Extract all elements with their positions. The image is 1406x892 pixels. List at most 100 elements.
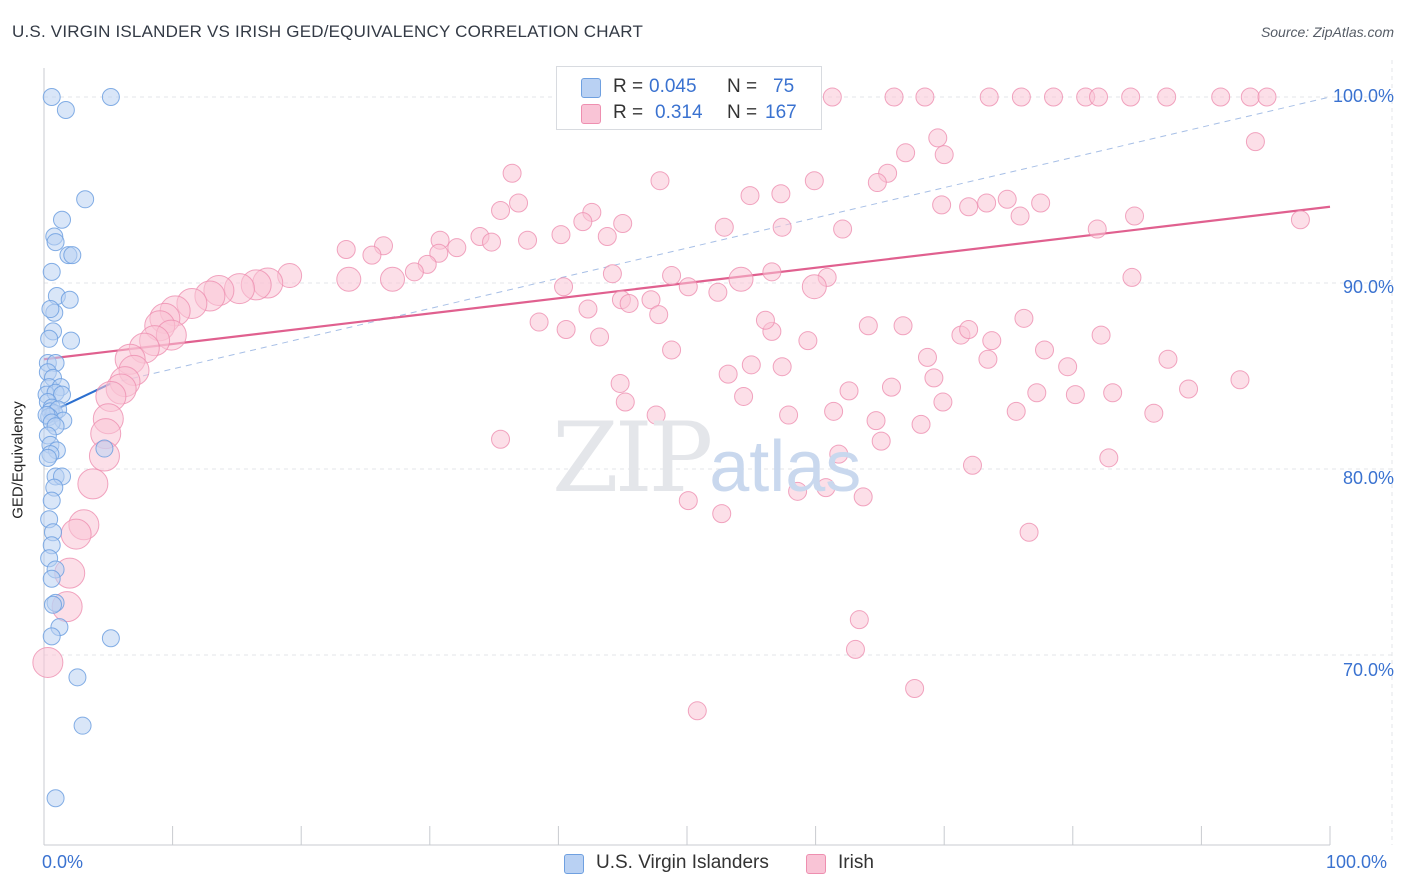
irish-point [556, 320, 576, 339]
irish-point [482, 232, 502, 252]
irish-point [1103, 383, 1123, 403]
virgin-islander-point [42, 88, 61, 106]
irish-point [779, 405, 799, 425]
irish-point [518, 230, 538, 250]
irish-point [911, 414, 931, 434]
irish-point [896, 143, 916, 163]
irish-point [336, 240, 356, 260]
virgin-islander-point [63, 246, 82, 265]
irish-point [917, 347, 937, 367]
irish-point [336, 266, 362, 292]
irish-point [1257, 87, 1277, 107]
virgin-islander-point [44, 595, 63, 614]
virgin-islander-point [40, 329, 59, 348]
data-points [32, 87, 1310, 808]
irish-point [822, 87, 842, 107]
irish-point [728, 266, 754, 292]
irish-point [1058, 357, 1078, 377]
x-tick-label-0: 0.0% [42, 852, 84, 872]
irish-point [853, 487, 873, 507]
irish-point [866, 411, 886, 431]
irish-point [858, 316, 878, 336]
virgin-islander-point [38, 448, 57, 467]
irish-point [978, 349, 998, 369]
y-tick-label-80: 80.0% [1342, 468, 1394, 488]
legend-swatch-pink [806, 854, 826, 874]
irish-point [1125, 206, 1145, 226]
virgin-islander-point [41, 300, 60, 319]
irish-point [893, 316, 913, 336]
irish-point [1144, 403, 1164, 423]
irish-point [650, 171, 670, 191]
irish-point [924, 368, 944, 388]
virgin-islander-point [60, 290, 79, 309]
virgin-islander-point [95, 439, 114, 458]
irish-point [829, 444, 849, 464]
irish-point [755, 310, 775, 330]
y-axis-label: GED/Equivalency [9, 401, 27, 519]
irish-point [687, 701, 707, 721]
r-label: R = [613, 102, 644, 123]
irish-point [772, 217, 792, 237]
irish-point [871, 431, 891, 451]
irish-point [718, 364, 738, 384]
irish-point [1290, 210, 1310, 230]
irish-point [615, 392, 635, 412]
legend-swatch-pink [581, 104, 601, 124]
irish-point [597, 227, 617, 246]
irish-point [649, 305, 669, 325]
irish-point [962, 455, 982, 475]
virgin-islander-point [53, 210, 72, 229]
irish-point [1044, 87, 1064, 107]
irish-point [1089, 87, 1109, 107]
irish-point [678, 277, 698, 297]
irish-point [1035, 340, 1055, 360]
irish-point [573, 212, 593, 232]
irish-point [762, 262, 782, 282]
irish-point [491, 200, 511, 220]
legend-row-virgin-islanders: R = 0.045 N = 75 [557, 75, 821, 101]
irish-point [362, 245, 382, 265]
irish-point [997, 189, 1017, 209]
irish-point [1019, 522, 1039, 542]
irish-point [554, 277, 574, 297]
irish-point [849, 610, 869, 630]
irish-point [740, 186, 760, 206]
irish-point [590, 327, 610, 347]
r-value: 0.314 [655, 102, 703, 123]
irish-point [1122, 267, 1142, 287]
irish-point [824, 401, 844, 421]
irish-point [905, 678, 925, 698]
irish-point [932, 195, 952, 215]
irish-point [662, 340, 682, 360]
irish-point [602, 264, 622, 284]
r-label: R = [613, 76, 644, 97]
irish-point [77, 468, 109, 500]
irish-point [678, 491, 698, 511]
virgin-islander-point [76, 190, 95, 209]
irish-point [1006, 401, 1026, 421]
virgin-islander-point [42, 569, 61, 588]
irish-point [32, 646, 64, 678]
irish-point [529, 312, 549, 332]
irish-point [641, 290, 661, 310]
irish-point [1157, 87, 1177, 107]
irish-point [1245, 132, 1265, 152]
r-value: 0.045 [649, 76, 697, 97]
irish-point [798, 331, 818, 351]
irish-point [1099, 448, 1119, 468]
irish-point [845, 639, 865, 659]
chart-title: U.S. VIRGIN ISLANDER VS IRISH GED/EQUIVA… [12, 22, 644, 41]
irish-point [491, 429, 511, 449]
legend-swatch-blue [564, 854, 584, 874]
n-label: N = [727, 76, 758, 97]
irish-point [1010, 206, 1030, 226]
virgin-islander-point [42, 627, 61, 646]
irish-point [734, 386, 754, 406]
watermark-atlas: atlas [709, 427, 862, 507]
legend-label: Irish [838, 852, 874, 873]
irish-point [1179, 379, 1199, 399]
virgin-islander-point [46, 789, 65, 808]
irish-point [833, 219, 853, 239]
